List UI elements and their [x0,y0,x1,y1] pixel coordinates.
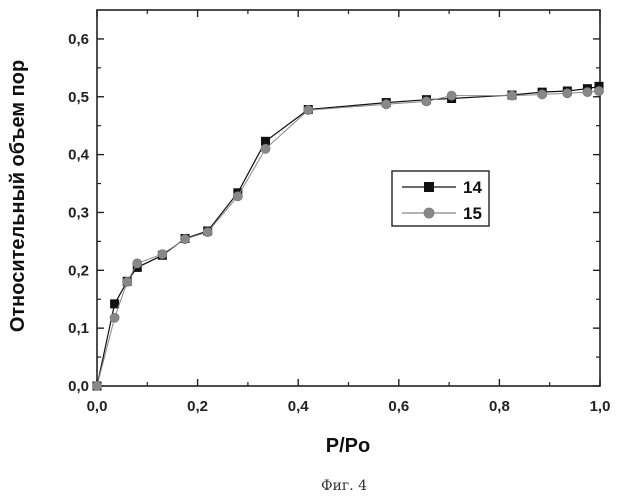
series-15 [92,86,603,390]
y-tick-label: 0,5 [68,89,89,106]
data-point [233,192,242,201]
data-point [422,97,431,106]
data-point [261,144,270,153]
data-point [180,234,189,243]
data-point [563,89,572,98]
y-tick-label: 0,4 [68,147,90,164]
series-line [97,86,599,386]
data-point [304,105,313,114]
x-axis-title: P/Po [326,435,370,457]
legend-marker [424,208,434,218]
data-point [203,228,212,237]
data-point [583,88,592,97]
data-point [110,313,119,322]
x-tick-label: 0,2 [187,398,208,415]
data-point [111,300,119,308]
legend: 1415 [392,171,489,226]
x-tick-label: 0,8 [489,398,510,415]
data-point [447,91,456,100]
x-tick-label: 0,0 [87,398,108,415]
plot-area [97,10,600,386]
y-axis-title: Относительный объем пор [7,60,29,332]
x-tick-label: 0,6 [388,398,409,415]
x-tick-label: 0,4 [288,398,310,415]
data-point [133,259,142,268]
x-tick-label: 1,0 [590,398,611,415]
y-tick-label: 0,2 [68,262,89,279]
y-tick-label: 0,6 [68,31,89,48]
y-tick-label: 0,0 [68,378,89,395]
figure-caption: Фиг. 4 [321,478,367,494]
series-line [97,91,599,386]
data-point [158,250,167,259]
plot-border [97,10,600,386]
data-point [594,86,603,95]
legend-label: 14 [463,178,482,197]
axis-ticks: 0,0 0,2 0,4 0,6 0,8 1,0 0,0 0,1 0,2 0,3 0,4 0,5 0,6 [68,10,610,415]
data-point [507,91,516,100]
legend-marker [425,183,434,192]
series-14 [93,82,603,390]
legend-label: 15 [463,204,482,223]
data-point [538,90,547,99]
data-point [123,277,132,286]
y-tick-label: 0,3 [68,204,89,221]
y-tick-label: 0,1 [68,320,89,337]
data-point [382,100,391,109]
data-point [92,381,101,390]
series-layer [92,82,603,390]
